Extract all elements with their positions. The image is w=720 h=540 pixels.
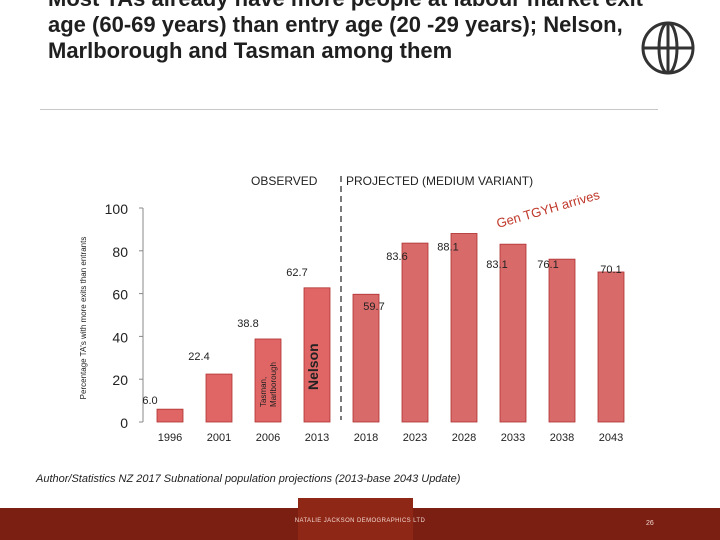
y-tick-label: 60 <box>112 287 128 303</box>
footer-organization: NATALIE JACKSON DEMOGRAPHICS LTD <box>294 518 426 524</box>
title-divider <box>40 109 658 110</box>
y-tick-label: 0 <box>120 415 128 431</box>
x-tick-label: 1996 <box>158 432 182 444</box>
y-tick-label: 20 <box>112 372 128 388</box>
annotation-marlborough: Marlborough <box>269 362 278 407</box>
footer-center-block <box>298 498 413 540</box>
bar-2013 <box>303 287 331 423</box>
projected-label: PROJECTED (MEDIUM VARIANT) <box>346 174 533 188</box>
data-label-2043: 70.1 <box>600 264 621 276</box>
y-tick-label: 80 <box>112 244 128 260</box>
x-tick-label: 2028 <box>452 432 476 444</box>
x-tick-label: 2001 <box>207 432 231 444</box>
bar-2018 <box>352 293 380 423</box>
x-tick-label: 2006 <box>256 432 280 444</box>
annotation-nelson: Nelson <box>305 343 321 390</box>
bar-1996 <box>156 408 184 423</box>
x-tick-label: 2013 <box>305 432 329 444</box>
y-tick-label: 40 <box>112 329 128 345</box>
bar-2028 <box>450 233 478 423</box>
x-tick-label: 2038 <box>550 432 574 444</box>
page-title: Most TAs already have more people at lab… <box>48 0 643 63</box>
observed-label: OBSERVED <box>251 174 318 188</box>
bar-chart: Percentage TA's with more exits than ent… <box>79 174 625 444</box>
x-tick-label: 2033 <box>501 432 525 444</box>
data-label-2033: 83.1 <box>486 259 507 271</box>
y-axis-title: Percentage TA's with more exits than ent… <box>79 237 88 400</box>
data-label-2023: 83.6 <box>386 251 407 263</box>
x-tick-label: 2018 <box>354 432 378 444</box>
data-label-2001: 22.4 <box>188 351 209 363</box>
bar-2033 <box>499 243 527 423</box>
annotation-tasman: Tasman, <box>259 377 268 407</box>
y-tick-label: 100 <box>105 201 129 217</box>
data-label-2013: 62.7 <box>286 267 307 279</box>
bar-2001 <box>205 373 233 423</box>
data-label-2018: 59.7 <box>363 301 384 313</box>
globe-icon <box>641 21 695 75</box>
page-number: 26 <box>646 520 654 527</box>
data-label-2038: 76.1 <box>537 259 558 271</box>
x-tick-label: 2023 <box>403 432 427 444</box>
x-tick-label: 2043 <box>599 432 623 444</box>
data-label-1996: 6.0 <box>142 395 157 407</box>
bar-2043 <box>597 271 625 423</box>
bar-2006 <box>254 338 282 423</box>
annotation-tasman-marlborough: Tasman, Marlborough <box>259 362 278 407</box>
bar-2023 <box>401 242 429 423</box>
bar-2038 <box>548 258 576 423</box>
data-label-2006: 38.8 <box>237 318 258 330</box>
data-label-2028: 88.1 <box>437 241 458 253</box>
source-note: Author/Statistics NZ 2017 Subnational po… <box>36 473 461 485</box>
annotation-gen-tgyh: Gen TGYH arrives <box>495 187 602 231</box>
